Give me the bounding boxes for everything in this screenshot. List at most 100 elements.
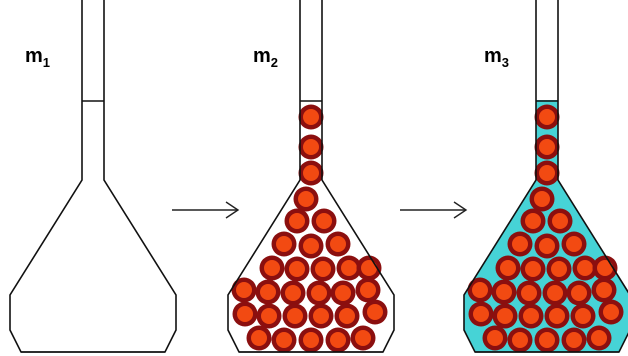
bead-core xyxy=(260,284,276,300)
bead-core xyxy=(577,260,593,276)
bead xyxy=(259,255,285,281)
bead-core xyxy=(521,285,537,301)
bead xyxy=(298,134,324,160)
bead xyxy=(468,301,494,327)
bead-core xyxy=(473,306,489,322)
bead xyxy=(520,256,546,282)
bead xyxy=(561,231,587,257)
mass-label-m3: m3 xyxy=(484,45,509,70)
bead-core xyxy=(525,261,541,277)
bead-core xyxy=(276,332,292,348)
bead xyxy=(534,134,560,160)
bead xyxy=(467,277,493,303)
mass-label-m2: m2 xyxy=(253,45,278,70)
bead xyxy=(534,233,560,259)
bead-core xyxy=(313,308,329,324)
bead xyxy=(592,255,618,281)
bead-core xyxy=(497,308,513,324)
bead xyxy=(542,280,568,306)
bead xyxy=(482,325,508,351)
bead-core xyxy=(591,330,607,346)
bead-core xyxy=(603,304,619,320)
bead xyxy=(529,186,555,212)
bead-core xyxy=(523,308,539,324)
bead xyxy=(520,208,546,234)
bead-core xyxy=(330,332,346,348)
bead-core xyxy=(298,191,314,207)
bead-core xyxy=(539,109,555,125)
bead xyxy=(280,280,306,306)
bead xyxy=(306,280,332,306)
flask-shape xyxy=(463,0,628,353)
bead xyxy=(566,280,592,306)
bead xyxy=(311,208,337,234)
bead xyxy=(561,327,587,353)
bead xyxy=(310,256,336,282)
bead-core xyxy=(251,330,267,346)
bead-core xyxy=(534,191,550,207)
bead-core xyxy=(303,238,319,254)
bead xyxy=(282,303,308,329)
bead-core xyxy=(315,261,331,277)
bead-core xyxy=(276,236,292,252)
mass-label-m2-sub: 2 xyxy=(271,55,278,70)
bead xyxy=(572,255,598,281)
bead-core xyxy=(566,332,582,348)
bead-core xyxy=(539,238,555,254)
bead xyxy=(308,303,334,329)
bead-core xyxy=(539,165,555,181)
bead xyxy=(356,255,382,281)
bead-core xyxy=(361,260,377,276)
bead-core xyxy=(597,260,613,276)
bead xyxy=(232,301,258,327)
bead-core xyxy=(496,284,512,300)
bead-core xyxy=(311,285,327,301)
bead xyxy=(298,327,324,353)
bead xyxy=(570,303,596,329)
bead xyxy=(516,280,542,306)
bead xyxy=(534,104,560,130)
flask-shape xyxy=(227,0,395,353)
bead xyxy=(325,231,351,257)
bead xyxy=(231,277,257,303)
mass-label-m1-sub: 1 xyxy=(43,55,50,70)
bead xyxy=(271,327,297,353)
flask-with-beads-and-liquid: m3 xyxy=(463,0,628,353)
bead-core xyxy=(472,282,488,298)
bead xyxy=(544,303,570,329)
mass-label-m1-base: m xyxy=(25,45,43,67)
bead-core xyxy=(285,285,301,301)
bead-core xyxy=(487,330,503,346)
bead xyxy=(334,303,360,329)
flask-shape xyxy=(9,0,177,353)
bead xyxy=(325,327,351,353)
bead-core xyxy=(339,308,355,324)
bead-core xyxy=(289,261,305,277)
bead xyxy=(298,104,324,130)
bead-core xyxy=(303,165,319,181)
bead xyxy=(534,160,560,186)
bead-core xyxy=(367,304,383,320)
bead-core xyxy=(571,285,587,301)
right-arrow-icon xyxy=(400,201,468,219)
bead-core xyxy=(264,260,280,276)
bead-core xyxy=(316,213,332,229)
bead xyxy=(256,303,282,329)
bead xyxy=(298,160,324,186)
bead-core xyxy=(303,139,319,155)
arrow-1 xyxy=(172,201,240,219)
mass-label-m1: m1 xyxy=(25,45,50,70)
bead-core xyxy=(547,285,563,301)
bead-core xyxy=(539,139,555,155)
bead-core xyxy=(566,236,582,252)
bead-core xyxy=(330,236,346,252)
bead xyxy=(362,299,388,325)
bead-core xyxy=(551,261,567,277)
bead xyxy=(598,299,624,325)
arrow-2 xyxy=(400,201,468,219)
bead-core xyxy=(303,109,319,125)
bead-core xyxy=(289,213,305,229)
bead xyxy=(507,231,533,257)
bead xyxy=(246,325,272,351)
